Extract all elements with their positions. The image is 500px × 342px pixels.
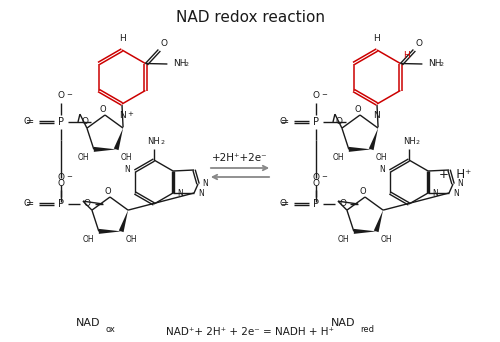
Text: P: P <box>58 117 64 127</box>
Text: OH: OH <box>78 153 90 162</box>
Text: NAD: NAD <box>331 318 355 328</box>
Text: O: O <box>354 105 362 114</box>
Text: N: N <box>198 188 204 197</box>
Text: O: O <box>160 39 168 49</box>
Text: N: N <box>457 180 463 188</box>
Text: NH: NH <box>148 137 160 146</box>
Polygon shape <box>99 229 121 234</box>
Text: P: P <box>58 199 64 209</box>
Text: +: + <box>128 110 134 117</box>
Text: O: O <box>58 173 64 183</box>
Text: OH: OH <box>126 235 138 244</box>
Text: red: red <box>360 326 374 334</box>
Text: O: O <box>312 180 320 188</box>
Text: O: O <box>279 199 286 209</box>
Text: O: O <box>339 199 346 209</box>
Text: =: = <box>282 199 290 209</box>
Text: O: O <box>312 92 320 101</box>
Polygon shape <box>354 229 376 234</box>
Text: N: N <box>118 111 126 120</box>
Text: O: O <box>81 118 88 127</box>
Text: N: N <box>432 189 438 198</box>
Polygon shape <box>94 147 116 152</box>
Text: H: H <box>118 34 126 43</box>
Text: N: N <box>453 188 459 197</box>
Text: O: O <box>312 173 320 183</box>
Text: O: O <box>360 186 366 196</box>
Text: =: = <box>282 117 290 127</box>
Text: +2H⁺+2e⁻: +2H⁺+2e⁻ <box>212 153 268 163</box>
Polygon shape <box>349 147 371 152</box>
Text: H: H <box>374 34 380 43</box>
Text: −: − <box>66 174 72 180</box>
Text: OH: OH <box>338 235 349 244</box>
Text: −: − <box>66 92 72 98</box>
Text: 2: 2 <box>440 63 444 67</box>
Text: P: P <box>313 199 319 209</box>
Polygon shape <box>114 128 123 150</box>
Text: OH: OH <box>120 153 132 162</box>
Text: −: − <box>321 174 327 180</box>
Text: NAD: NAD <box>76 318 100 328</box>
Text: OH: OH <box>332 153 344 162</box>
Text: H: H <box>404 51 410 60</box>
Text: O: O <box>58 92 64 101</box>
Text: N: N <box>202 180 208 188</box>
Polygon shape <box>119 210 128 232</box>
Polygon shape <box>369 128 378 150</box>
Text: NAD⁺+ 2H⁺ + 2e⁻ = NADH + H⁺: NAD⁺+ 2H⁺ + 2e⁻ = NADH + H⁺ <box>166 327 334 337</box>
Text: N: N <box>380 166 386 174</box>
Text: OH: OH <box>380 235 392 244</box>
Text: NH: NH <box>173 60 186 68</box>
Polygon shape <box>374 210 383 232</box>
Text: 2: 2 <box>160 141 164 145</box>
Text: O: O <box>100 105 106 114</box>
Text: ox: ox <box>106 326 116 334</box>
Text: −: − <box>321 92 327 98</box>
Text: OH: OH <box>82 235 94 244</box>
Text: 2: 2 <box>416 141 420 145</box>
Text: O: O <box>24 199 31 209</box>
Text: O: O <box>336 118 343 127</box>
Text: +  H⁺: + H⁺ <box>439 168 471 181</box>
Text: NH: NH <box>402 137 415 146</box>
Text: N: N <box>178 189 184 198</box>
Text: =: = <box>26 117 34 127</box>
Text: =: = <box>26 199 34 209</box>
Text: O: O <box>84 199 91 209</box>
Text: OH: OH <box>376 153 388 162</box>
Text: N: N <box>124 166 130 174</box>
Text: N: N <box>374 111 380 120</box>
Text: 2: 2 <box>185 63 189 67</box>
Text: O: O <box>416 39 422 49</box>
Text: NAD redox reaction: NAD redox reaction <box>176 10 324 25</box>
Text: O: O <box>279 118 286 127</box>
Text: P: P <box>313 117 319 127</box>
Text: NH: NH <box>428 60 442 68</box>
Text: O: O <box>58 180 64 188</box>
Text: O: O <box>24 118 31 127</box>
Text: O: O <box>104 186 112 196</box>
